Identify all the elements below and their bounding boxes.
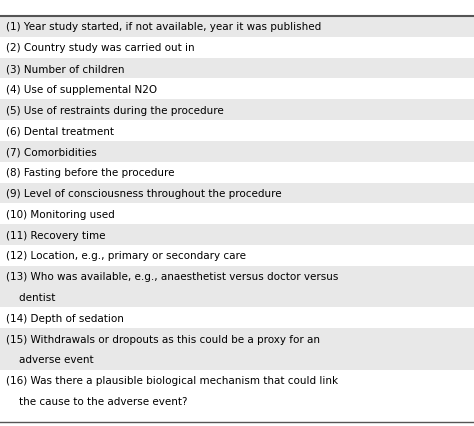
- Text: (15) Withdrawals or dropouts as this could be a proxy for an: (15) Withdrawals or dropouts as this cou…: [6, 334, 319, 344]
- Bar: [0, 38, 474, 58]
- Text: (3) Number of children: (3) Number of children: [6, 64, 124, 74]
- Bar: [0, 17, 474, 38]
- Text: (2) Country study was carried out in: (2) Country study was carried out in: [6, 43, 194, 53]
- Bar: [0, 58, 474, 79]
- Text: adverse event: adverse event: [6, 354, 93, 365]
- Bar: [0, 121, 474, 141]
- Text: (14) Depth of sedation: (14) Depth of sedation: [6, 313, 124, 323]
- Bar: [0, 370, 474, 412]
- Text: (8) Fasting before the procedure: (8) Fasting before the procedure: [6, 168, 174, 178]
- Text: (16) Was there a plausible biological mechanism that could link: (16) Was there a plausible biological me…: [6, 375, 338, 385]
- Bar: [0, 245, 474, 266]
- Text: the cause to the adverse event?: the cause to the adverse event?: [6, 396, 187, 406]
- Text: (6) Dental treatment: (6) Dental treatment: [6, 126, 114, 136]
- Text: (4) Use of supplemental N2O: (4) Use of supplemental N2O: [6, 85, 157, 95]
- Text: (13) Who was available, e.g., anaesthetist versus doctor versus: (13) Who was available, e.g., anaestheti…: [6, 271, 338, 282]
- Bar: [0, 328, 474, 370]
- Text: (11) Recovery time: (11) Recovery time: [6, 230, 105, 240]
- Bar: [0, 204, 474, 225]
- Bar: [0, 308, 474, 328]
- Text: (10) Monitoring used: (10) Monitoring used: [6, 209, 114, 219]
- Text: (9) Level of consciousness throughout the procedure: (9) Level of consciousness throughout th…: [6, 188, 281, 199]
- Bar: [0, 100, 474, 121]
- Text: (7) Comorbidities: (7) Comorbidities: [6, 147, 96, 157]
- Text: dentist: dentist: [6, 292, 55, 302]
- Bar: [0, 266, 474, 308]
- Text: (12) Location, e.g., primary or secondary care: (12) Location, e.g., primary or secondar…: [6, 251, 246, 261]
- Bar: [0, 225, 474, 245]
- Bar: [0, 141, 474, 162]
- Bar: [0, 162, 474, 183]
- Bar: [0, 183, 474, 204]
- Text: (5) Use of restraints during the procedure: (5) Use of restraints during the procedu…: [6, 106, 223, 115]
- Bar: [0, 79, 474, 100]
- Text: (1) Year study started, if not available, year it was published: (1) Year study started, if not available…: [6, 23, 321, 32]
